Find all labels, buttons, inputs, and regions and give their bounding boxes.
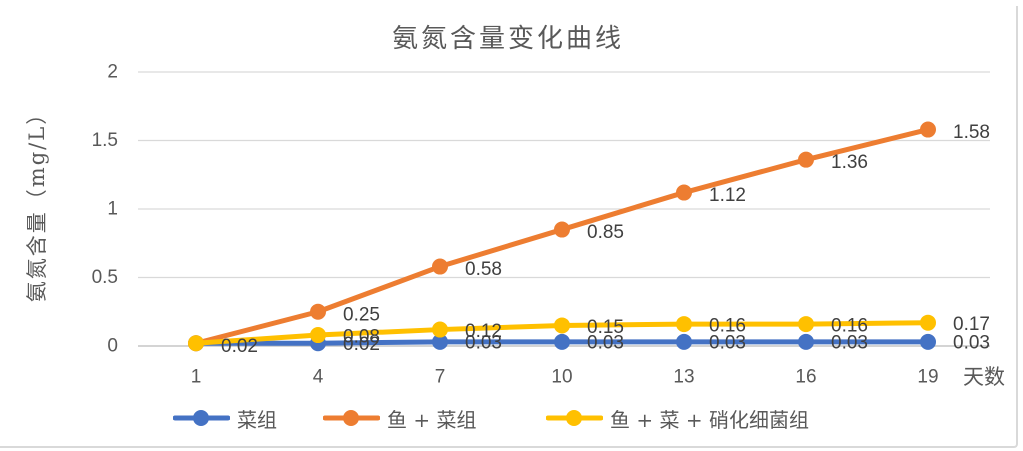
data-point-label: 0.03 [709,332,746,353]
data-point [920,333,936,350]
data-point-label: 1.58 [953,122,990,143]
data-point [310,303,326,320]
data-point-label: 0.16 [831,316,868,337]
data-point-label: 1.36 [831,152,868,173]
data-label-layer: 0.02 0.03 0.03 0.03 0.03 0.03 0.02 0.25 0.58 0.85… [221,122,990,357]
legend-item-1: 鱼 + 菜组 [323,404,476,432]
data-point-label: 0.12 [465,321,502,342]
data-point [798,316,814,333]
data-point [676,316,692,333]
data-point-label: 0.08 [343,327,380,348]
legend-marker-icon [173,410,230,426]
y-tick-label: 1.5 [92,130,118,151]
x-tick-label: 10 [551,367,572,388]
y-tick-label: 0 [107,336,118,357]
legend-marker-dot [193,410,209,426]
chart-title: 氨氮含量变化曲线 [391,24,624,54]
data-point-label: 0.03 [587,332,624,353]
data-point-label: 0.25 [343,304,380,325]
data-point [920,121,936,138]
grid-layer [138,71,990,347]
legend-label: 菜组 [237,407,277,432]
x-tick-label: 4 [313,367,324,388]
x-tick-label: 19 [917,367,938,388]
legend-marker-dot [343,410,359,426]
legend-marker-dot [566,410,582,426]
data-point-label: 1.12 [709,185,746,206]
series-1 [188,121,936,352]
series-2 [188,314,936,352]
data-point [188,335,204,352]
legend-label: 鱼 + 菜 + 硝化细菌组 [610,407,809,432]
data-point [798,333,814,350]
x-tick-label: 16 [795,367,816,388]
data-point [554,333,570,350]
y-axis-title: 氨氮含量（mg/L） [25,102,49,302]
data-point [432,321,448,338]
data-point-label: 0.17 [953,314,990,335]
legend-item-2: 鱼 + 菜 + 硝化细菌组 [546,404,809,432]
data-point-label: 0.03 [953,332,990,353]
legend-marker-icon [323,410,380,426]
data-point-label: 0.02 [343,334,380,355]
x-tick-label: 13 [673,367,694,388]
data-point [432,333,448,350]
data-point [676,184,692,201]
data-point [676,333,692,350]
tick-layer: 0 0.5 1 1.5 2 1 4 7 10 13 16 19 [92,62,939,388]
data-point [920,314,936,331]
data-point-label: 0.02 [221,336,258,357]
data-point [554,221,570,238]
data-point-label: 0.16 [709,316,746,337]
data-point-label: 0.15 [587,317,624,338]
data-point [310,327,326,344]
y-tick-label: 0.5 [92,267,118,288]
data-point [798,151,814,168]
series-layer [188,121,936,352]
data-point [432,258,448,275]
legend-item-0: 菜组 [173,404,277,432]
legend: 菜组 鱼 + 菜组 鱼 + 菜 + 硝化细菌组 [0,404,1023,434]
legend-marker-icon [546,410,603,426]
data-point [554,317,570,334]
data-point-label: 0.03 [465,332,502,353]
y-tick-label: 2 [107,62,118,83]
data-point-label: 0.58 [465,259,502,280]
y-tick-label: 1 [107,199,118,220]
x-axis-title: 天数 [963,365,1005,389]
x-tick-label: 7 [435,367,446,388]
data-point-label: 0.03 [831,332,868,353]
data-point-label: 0.85 [587,222,624,243]
x-tick-label: 1 [191,367,202,388]
legend-label: 鱼 + 菜组 [387,407,477,432]
